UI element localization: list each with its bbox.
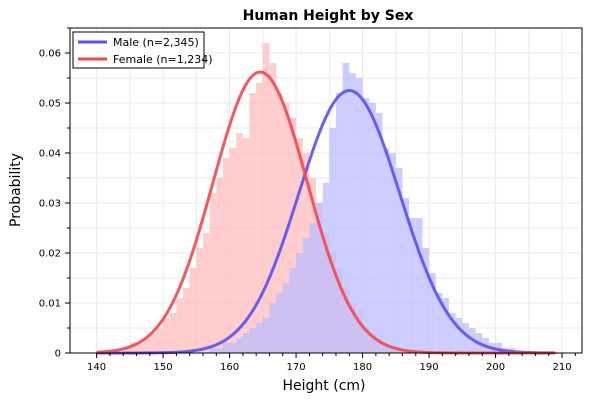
male-histogram-bar (236, 338, 243, 353)
x-tick-label: 170 (287, 362, 306, 373)
female-histogram-bar (249, 93, 257, 353)
female-histogram-bar (222, 158, 230, 353)
histogram-bars (123, 43, 516, 353)
male-histogram-bar (369, 103, 376, 353)
plot-frame (69, 27, 583, 354)
male-histogram-bar (415, 218, 423, 353)
x-tick-label: 140 (87, 362, 106, 373)
female-histogram-bar (262, 43, 270, 353)
male-histogram-bar (335, 93, 343, 353)
x-tick-label: 210 (553, 362, 572, 373)
male-histogram-bar (349, 73, 356, 353)
male-histogram-bar (316, 203, 323, 353)
female-histogram-bar (196, 248, 203, 353)
legend-box (72, 31, 205, 69)
male-histogram-bar (256, 323, 263, 353)
male-histogram-bar (462, 323, 469, 353)
y-tick-label: 0.05 (39, 99, 61, 110)
female-legend-label: Female (n=1,234) (113, 53, 213, 66)
female-histogram-bar (269, 63, 277, 353)
male-histogram-bar (269, 303, 277, 353)
male-histogram-bar (382, 148, 390, 353)
female-histogram-bar (183, 288, 190, 353)
female-histogram-bar (242, 138, 250, 353)
male-histogram-bar (435, 293, 443, 353)
y-tick-label: 0.02 (39, 249, 61, 260)
male-histogram-bar (342, 63, 350, 353)
male-histogram-bar (296, 253, 303, 353)
male-histogram-bar (322, 183, 330, 353)
female-histogram-bar (163, 318, 170, 353)
chart-title: Human Height by Sex (243, 8, 414, 24)
female-histogram-bar (216, 178, 223, 353)
female-histogram-bar (149, 333, 157, 353)
female-histogram-bar (189, 268, 197, 353)
female-histogram-bar (289, 118, 297, 353)
male-histogram-bar (409, 218, 416, 353)
y-tick-label: 0.06 (39, 49, 61, 60)
female-histogram-bar (296, 138, 303, 353)
male-histogram-bar (209, 348, 217, 353)
male-histogram-bar (229, 343, 237, 353)
male-histogram-bar (355, 78, 363, 353)
female-histogram-bar (236, 133, 243, 353)
female-histogram-bar (156, 328, 164, 353)
male-histogram-bar (282, 283, 290, 353)
x-tick-label: 160 (220, 362, 239, 373)
female-histogram-bar (282, 103, 290, 353)
female-histogram-bar (129, 343, 137, 353)
male-histogram-bar (242, 333, 250, 353)
male-histogram-bar (389, 153, 396, 353)
male-histogram-bar (402, 198, 410, 353)
female-histogram-bar (229, 148, 237, 353)
y-tick-label: 0.04 (39, 149, 61, 160)
y-tick-label: 0.01 (39, 299, 61, 310)
male-histogram-bar (449, 313, 456, 353)
y-tick-label: 0.03 (39, 199, 61, 210)
x-tick-label: 150 (154, 362, 173, 373)
male-histogram-bar (222, 343, 230, 353)
female-histogram-bar (176, 298, 184, 353)
female-histogram-bar (123, 348, 130, 353)
male-histogram-bar (276, 293, 283, 353)
male-histogram-bar (249, 328, 257, 353)
female-histogram-bar (169, 313, 177, 353)
male-legend-label: Male (n=2,345) (113, 36, 199, 49)
male-histogram-bar (429, 273, 436, 353)
axes: 140 150 160 170 180 190 200 210 0 0.01 0.02 0.03 0.0… (39, 27, 583, 373)
female-histogram-bar (136, 343, 144, 353)
male-histogram-bar (442, 298, 450, 353)
x-tick-label: 180 (353, 362, 372, 373)
x-tick-label: 190 (420, 362, 439, 373)
y-tick-label: 0 (55, 349, 61, 360)
male-fit-curve (96, 89, 556, 355)
male-histogram-bar (329, 128, 336, 353)
male-histogram-bar (362, 98, 370, 353)
x-axis-label: Height (cm) (283, 378, 366, 394)
male-histogram-bar (302, 238, 310, 353)
x-tick-label: 200 (486, 362, 505, 373)
female-histogram-bar (209, 193, 217, 353)
male-histogram-bar (262, 318, 270, 353)
male-histogram-bar (495, 343, 503, 353)
male-histogram-bar (422, 248, 430, 353)
male-histogram-bar (455, 318, 463, 353)
female-histogram-bar (202, 233, 210, 353)
y-axis-label: Probability (8, 153, 24, 227)
female-histogram-bar (256, 83, 263, 353)
female-histogram-bar (276, 93, 283, 353)
male-histogram-bar (309, 223, 317, 353)
female-histogram-bar (143, 338, 150, 353)
male-histogram-bar (375, 113, 383, 353)
legend: Male (n=2,345) Female (n=1,234) (72, 31, 213, 69)
male-histogram-bar (289, 268, 297, 353)
male-histogram-bar (395, 168, 403, 353)
male-histogram-bar (216, 348, 223, 353)
